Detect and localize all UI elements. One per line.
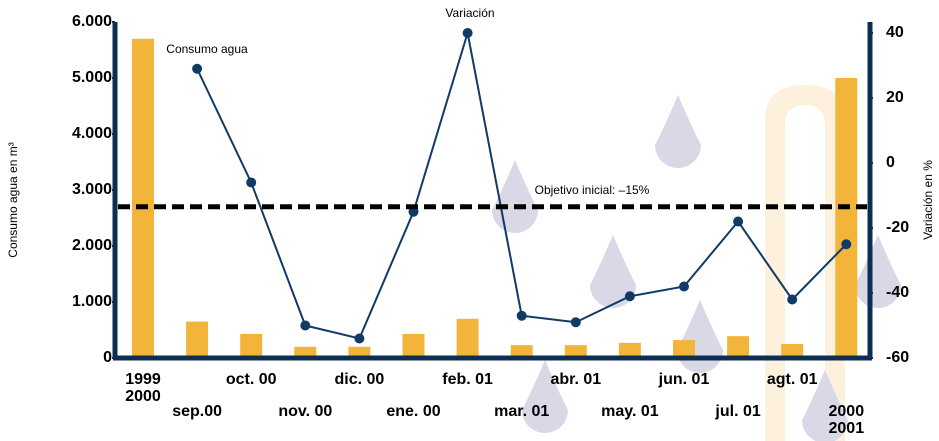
y-tick-label: 6.000 xyxy=(72,13,112,30)
y-tick-label: 5.000 xyxy=(72,69,112,86)
y2-tick-label: -20 xyxy=(886,219,909,236)
x-tick-label: mar. 01 xyxy=(494,403,550,420)
line-point xyxy=(624,291,635,302)
y-tick-label: 4.000 xyxy=(72,125,112,142)
bar xyxy=(781,344,804,358)
bar xyxy=(510,345,533,358)
line-point xyxy=(516,310,527,321)
x-tick-label: oct. 00 xyxy=(225,371,277,388)
x-tick-label: jul. 01 xyxy=(715,403,761,420)
bar xyxy=(618,342,641,358)
line-point xyxy=(462,28,473,38)
series-label: Variación xyxy=(445,6,494,20)
bar xyxy=(402,333,425,358)
series-label: Consumo agua xyxy=(166,42,248,56)
bar xyxy=(186,321,209,358)
y2-tick-label: 20 xyxy=(886,89,904,106)
y2-tick-label: 40 xyxy=(886,24,904,41)
x-tick-label: dic. 00 xyxy=(334,371,385,388)
bar xyxy=(727,336,750,358)
y-tick-label: 3.000 xyxy=(72,181,112,198)
line-point xyxy=(787,294,798,305)
y2-tick-label: 0 xyxy=(886,154,895,171)
line-point xyxy=(354,333,365,344)
bar xyxy=(835,78,858,358)
target-label: Objetivo inicial: –15% xyxy=(535,183,650,197)
bar xyxy=(564,345,587,358)
x-tick-label: ene. 00 xyxy=(386,403,441,420)
bar xyxy=(673,340,695,358)
bar xyxy=(132,38,154,359)
x-tick-label: agt. 01 xyxy=(766,371,818,388)
line-point xyxy=(733,216,744,227)
line-point xyxy=(679,281,689,292)
x-tick-label: sep.00 xyxy=(172,403,222,420)
x-tick-label: feb. 01 xyxy=(442,371,493,388)
y-tick-label: 0 xyxy=(103,349,112,366)
x-tick-label: jun. 01 xyxy=(658,371,710,388)
y2-tick-label: -60 xyxy=(886,349,909,366)
y-tick-label: 2.000 xyxy=(72,237,112,254)
line-point xyxy=(300,320,311,331)
x-tick-label: nov. 00 xyxy=(278,403,333,420)
line-point xyxy=(246,177,257,188)
y2-axis-title: Variación en % xyxy=(921,160,935,240)
bar xyxy=(456,318,479,358)
y2-tick-label: -40 xyxy=(886,284,909,301)
line-point xyxy=(192,63,203,74)
line-point xyxy=(841,239,852,250)
y-axis-title: Consumo agua en m³ xyxy=(6,142,20,257)
line-point xyxy=(570,317,581,328)
bar xyxy=(294,346,317,358)
bar xyxy=(348,346,371,358)
x-tick-label: abr. 01 xyxy=(550,371,602,388)
x-tick-label: 1999 2000 xyxy=(125,371,161,405)
x-tick-label: may. 01 xyxy=(601,403,659,420)
bar xyxy=(240,333,263,358)
y-tick-label: 1.000 xyxy=(72,293,112,310)
x-tick-label: 2000 2001 xyxy=(828,403,865,437)
